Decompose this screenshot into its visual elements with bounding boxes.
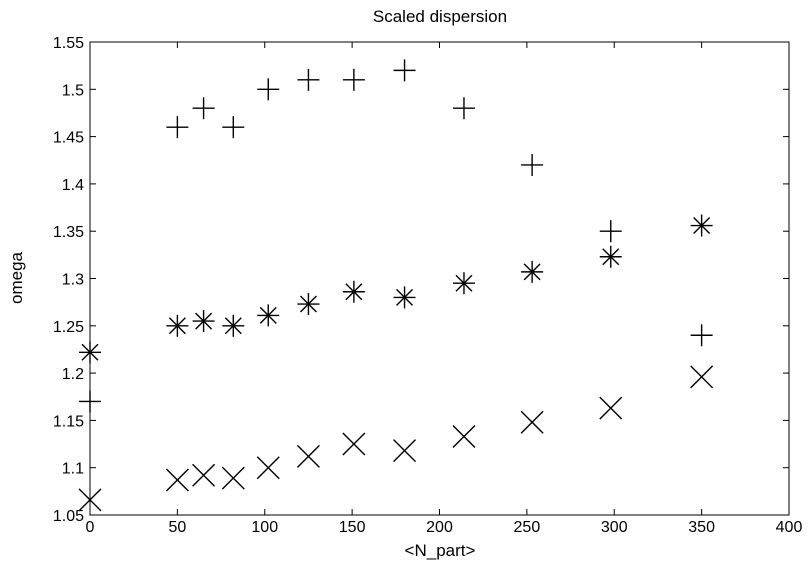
data-point-asterisk xyxy=(343,281,365,303)
data-point-asterisk xyxy=(193,310,215,332)
data-point-asterisk xyxy=(521,261,543,283)
y-tick-label: 1.5 xyxy=(62,82,84,99)
x-tick-label: 0 xyxy=(86,519,95,536)
data-point-asterisk xyxy=(166,315,188,337)
data-point-asterisk xyxy=(691,215,713,237)
y-tick-label: 1.15 xyxy=(53,413,84,430)
y-tick-label: 1.35 xyxy=(53,224,84,241)
x-tick-label: 100 xyxy=(251,519,278,536)
x-tick-label: 400 xyxy=(776,519,803,536)
data-point-asterisk xyxy=(79,341,101,363)
data-point-asterisk xyxy=(257,304,279,326)
x-tick-label: 250 xyxy=(514,519,541,536)
y-tick-label: 1.1 xyxy=(62,461,84,478)
data-point-asterisk xyxy=(297,293,319,315)
x-tick-label: 350 xyxy=(688,519,715,536)
x-tick-label: 300 xyxy=(601,519,628,536)
y-tick-label: 1.25 xyxy=(53,319,84,336)
y-tick-label: 1.4 xyxy=(62,177,84,194)
y-axis-label: omega xyxy=(7,251,26,304)
chart-title: Scaled dispersion xyxy=(373,7,507,26)
data-point-asterisk xyxy=(453,272,475,294)
y-tick-label: 1.55 xyxy=(53,35,84,52)
y-tick-label: 1.3 xyxy=(62,272,84,289)
y-tick-label: 1.45 xyxy=(53,130,84,147)
y-tick-label: 1.2 xyxy=(62,366,84,383)
data-point-asterisk xyxy=(394,286,416,308)
data-point-asterisk xyxy=(222,315,244,337)
x-tick-label: 200 xyxy=(426,519,453,536)
x-tick-label: 50 xyxy=(168,519,186,536)
x-axis-label: <N_part> xyxy=(405,541,476,560)
data-point-asterisk xyxy=(600,246,622,268)
x-tick-label: 150 xyxy=(339,519,366,536)
